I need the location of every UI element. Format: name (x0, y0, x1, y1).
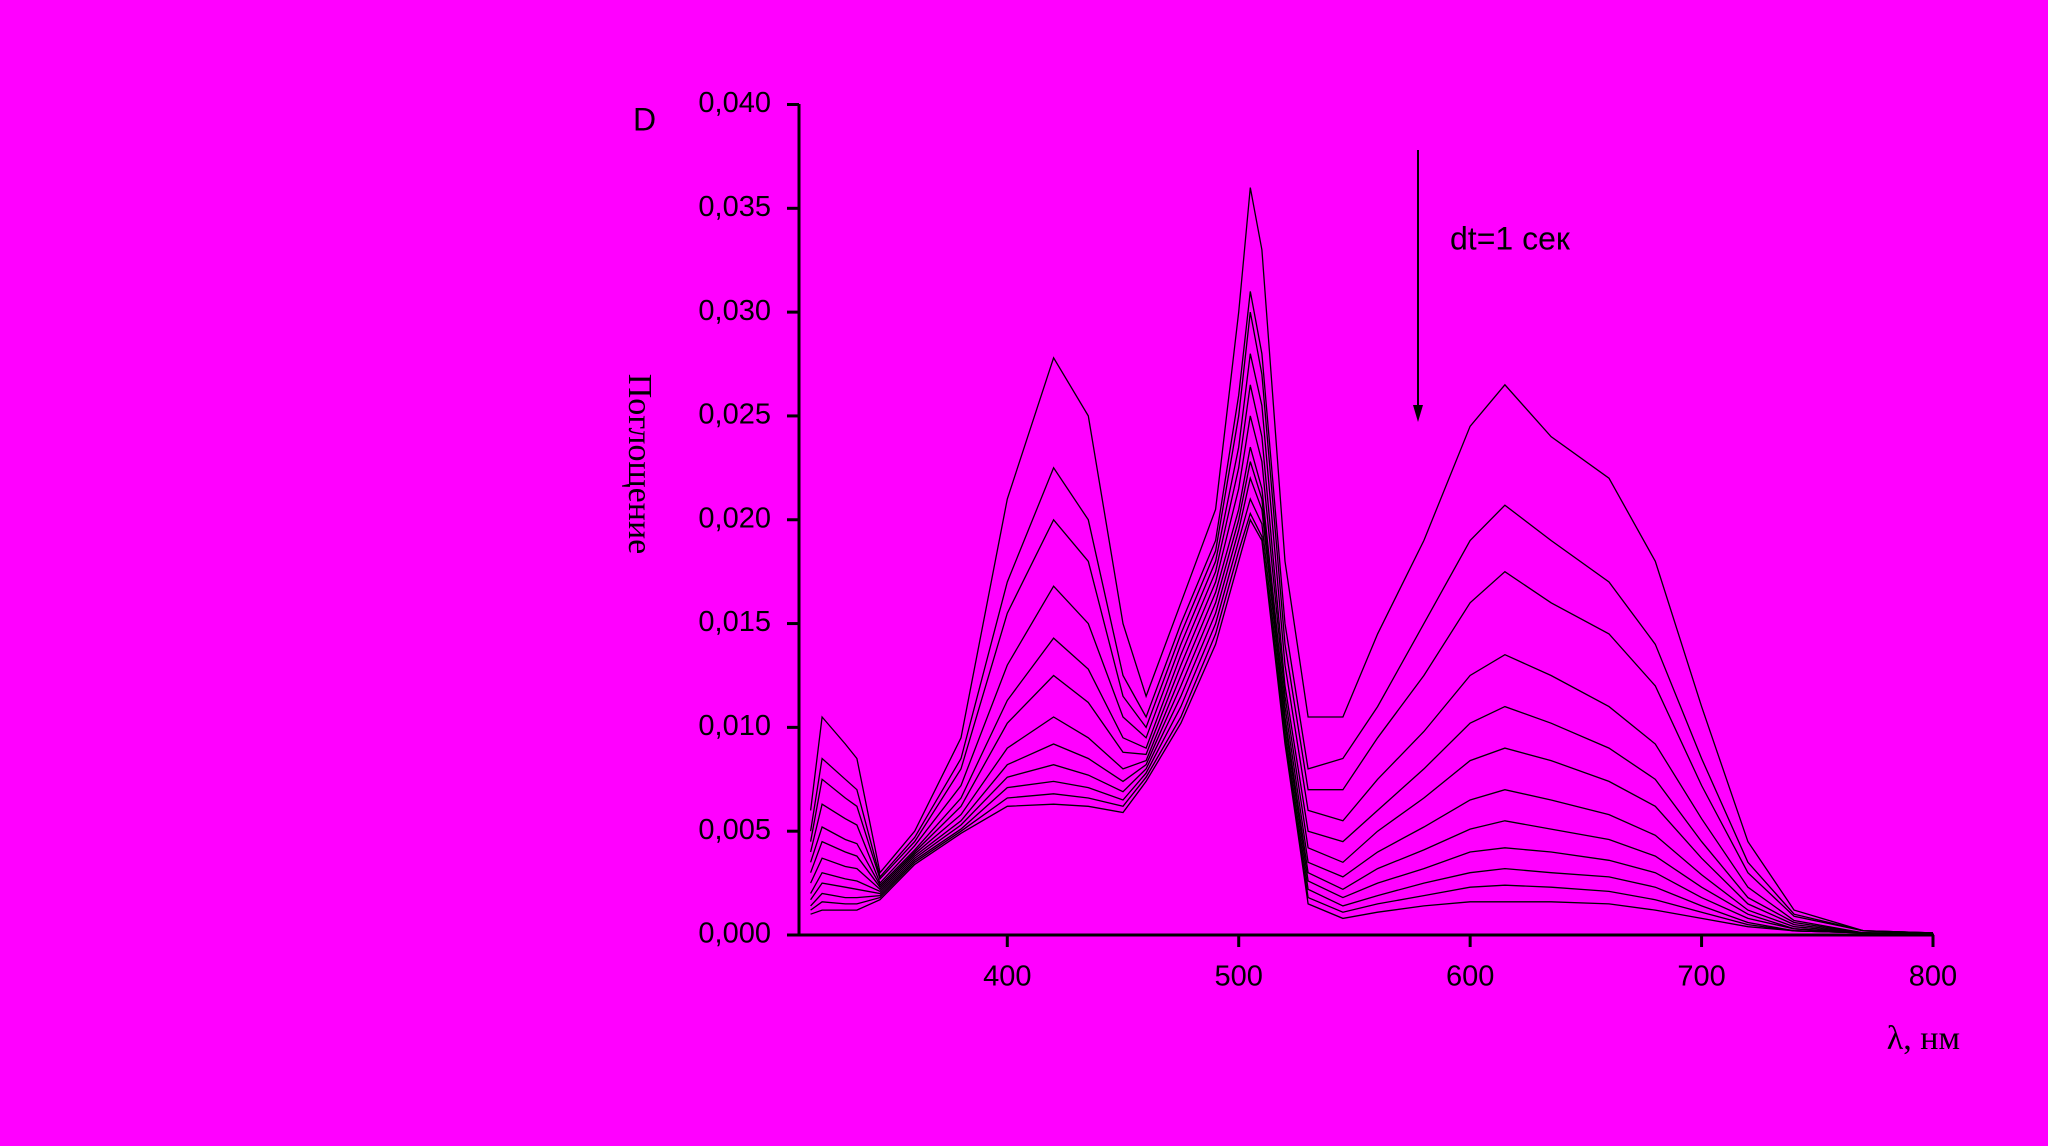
spectrum-line (809, 187, 1934, 934)
spectrum-line (810, 475, 1934, 936)
spectrum-line (809, 415, 1933, 934)
spectrum-line (809, 311, 1934, 934)
spectrum-line (810, 497, 1934, 936)
y-tick-label: 0,015 (698, 606, 771, 638)
x-axis-title: λ, нм (1887, 1020, 1960, 1057)
y-tick-label: 0,020 (698, 502, 771, 534)
arrowhead (1413, 405, 1423, 422)
y-tick-label: 0,010 (698, 710, 771, 742)
spectrum-line (810, 461, 1934, 936)
x-tick-label: 400 (983, 961, 1031, 993)
annotation: dt=1 сек (1450, 220, 1571, 256)
spectrum-line (809, 353, 1933, 934)
y-tick-label: 0,035 (698, 191, 771, 223)
y-axis-title: Поглощение (621, 374, 658, 555)
x-tick-label: 600 (1446, 961, 1494, 993)
y-tick-label: 0,030 (698, 295, 771, 327)
x-tick-label: 500 (1215, 961, 1263, 993)
y-unit-label: D (633, 101, 656, 137)
x-tick-label: 800 (1909, 961, 1957, 993)
spectrum-line (810, 446, 1934, 936)
spectrum-line (810, 511, 1934, 936)
spectrum-line (809, 291, 1934, 934)
y-tick-label: 0,040 (698, 87, 771, 119)
y-tick-label: 0,000 (698, 918, 771, 950)
x-tick-label: 700 (1677, 961, 1725, 993)
spectrum-line (809, 384, 1933, 934)
plot-area (809, 187, 1934, 936)
y-tick-label: 0,005 (698, 814, 771, 846)
y-tick-label: 0,025 (698, 399, 771, 431)
spectrum-line (810, 518, 1934, 936)
